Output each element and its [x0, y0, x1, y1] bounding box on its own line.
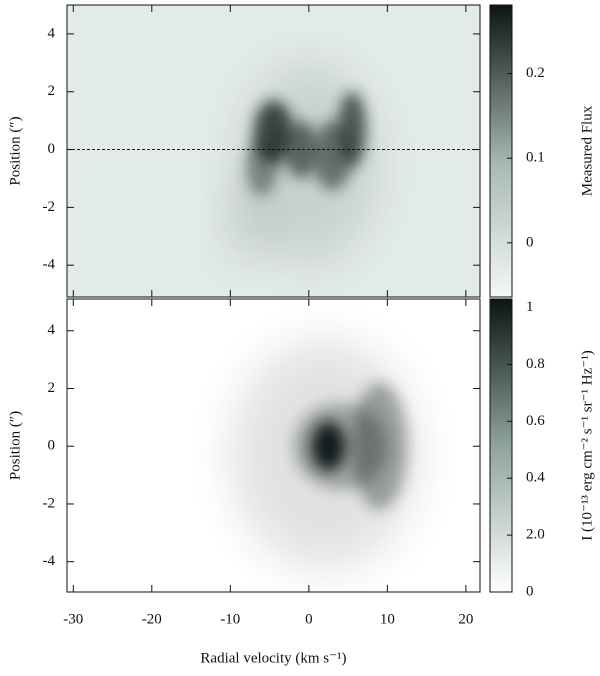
emission [246, 137, 278, 196]
colorbar-tick-label: 0.4 [526, 470, 545, 486]
x-tick-label: -10 [220, 611, 240, 627]
emission [311, 421, 346, 471]
x-tick-label: -20 [142, 611, 162, 627]
emission [283, 120, 319, 179]
y-axis-label: Position (″) [7, 411, 23, 480]
colorbar-label: I (10⁻¹³ erg cm⁻² s⁻¹ sr⁻¹ Hz⁻¹) [579, 350, 595, 540]
y-tick-label: -4 [43, 553, 56, 569]
y-tick-label: -4 [43, 257, 56, 273]
y-tick-label: 4 [48, 25, 56, 41]
colorbar-label: Measured Flux [579, 105, 595, 196]
colorbar [489, 298, 513, 593]
plot-frame [66, 4, 481, 298]
colorbar-tick-label: 0.8 [526, 356, 545, 372]
colorbar-tick-label: 0 [526, 234, 534, 250]
heatmap [67, 299, 480, 592]
colorbar-tick-label: 1 [526, 299, 534, 315]
emission [222, 178, 270, 266]
x-tick-label: 10 [380, 611, 395, 627]
y-axis-label: Position (″) [7, 116, 23, 185]
y-tick-label: -2 [43, 495, 56, 511]
emission [337, 91, 367, 167]
x-axis-label: Radial velocity (km s⁻¹) [200, 650, 346, 666]
x-tick-label: -30 [63, 611, 83, 627]
colorbar-tick-label: 0.1 [526, 150, 545, 166]
y-tick-label: 2 [48, 380, 56, 396]
colorbar-tick-label: 0.2 [526, 65, 545, 81]
y-tick-label: 4 [48, 322, 56, 338]
x-tick-label: 0 [305, 611, 313, 627]
colorbar-tick-label: 0 [526, 583, 534, 599]
plot-frame [66, 298, 481, 593]
colorbar [489, 4, 513, 298]
colorbar-tick-label: 0.6 [526, 413, 545, 429]
x-tick-label: 20 [458, 611, 473, 627]
y-tick-label: 0 [48, 141, 56, 157]
y-tick-label: 2 [48, 83, 56, 99]
y-tick-label: 0 [48, 438, 56, 454]
y-tick-label: -2 [43, 199, 56, 215]
colorbar-tick-label: 2.0 [526, 527, 545, 543]
heatmap [67, 5, 480, 297]
